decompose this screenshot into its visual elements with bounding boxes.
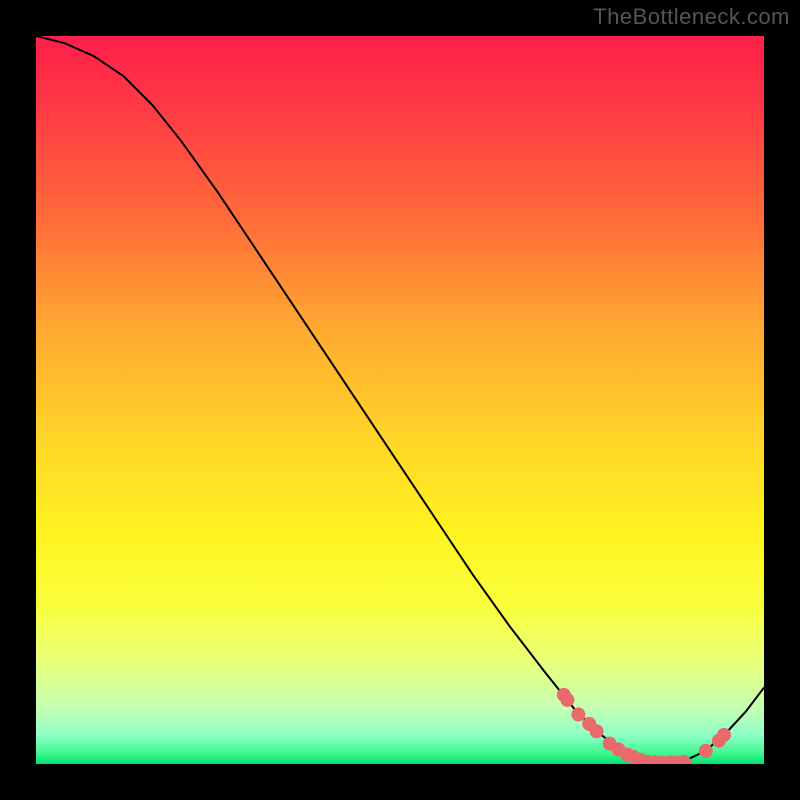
scatter-dot (571, 708, 585, 722)
scatter-points (36, 36, 764, 764)
plot-area (36, 36, 764, 764)
scatter-dot (717, 728, 731, 742)
watermark-text: TheBottleneck.com (593, 4, 790, 30)
scatter-dot (699, 744, 713, 758)
scatter-dot (560, 693, 574, 707)
scatter-dot (590, 724, 604, 738)
